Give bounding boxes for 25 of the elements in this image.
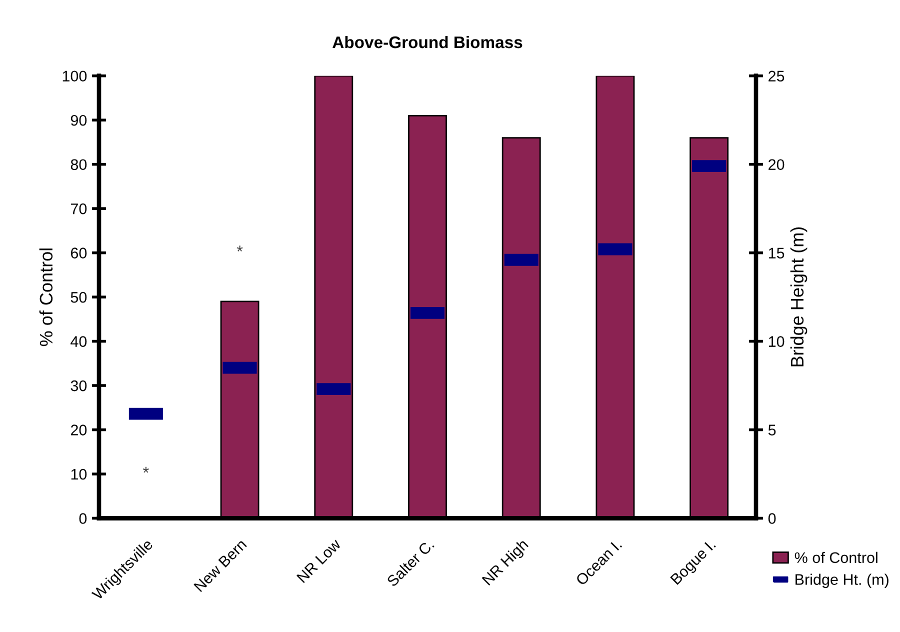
y-tick-label: 100 xyxy=(62,70,87,82)
y-tick-label: 20 xyxy=(70,424,87,436)
y-axis-title: % of Control xyxy=(39,248,53,346)
y-tick-label: 10 xyxy=(71,468,87,480)
y2-tick-label: 10 xyxy=(768,336,784,347)
legend-label: % of Control xyxy=(794,552,878,564)
annotation: * xyxy=(236,246,243,252)
y-tick-label: 70 xyxy=(70,203,87,214)
y2-axis-title: Bridge Height (m) xyxy=(790,227,808,366)
x-tick-label: NR Low xyxy=(296,538,342,584)
y-tick-label: 90 xyxy=(70,114,87,126)
y-tick-label: 0 xyxy=(79,513,87,524)
annotation: * xyxy=(142,466,149,473)
y-tick-label: 60 xyxy=(70,248,87,258)
y2-tick-label: 25 xyxy=(768,70,784,82)
y-tick-label: 80 xyxy=(70,159,87,170)
y2-tick-label: 20 xyxy=(768,159,784,170)
y-tick-label: 30 xyxy=(70,380,87,392)
y-tick-label: 50 xyxy=(70,292,87,303)
y2-tick-label: 15 xyxy=(768,248,784,258)
legend-label: Bridge Ht. (m) xyxy=(796,574,888,588)
chart-title: Above-Ground Biomass xyxy=(332,36,522,48)
y2-tick-label: 0 xyxy=(768,513,776,524)
y2-tick-label: 5 xyxy=(768,424,776,436)
y-tick-label: 40 xyxy=(70,336,87,347)
